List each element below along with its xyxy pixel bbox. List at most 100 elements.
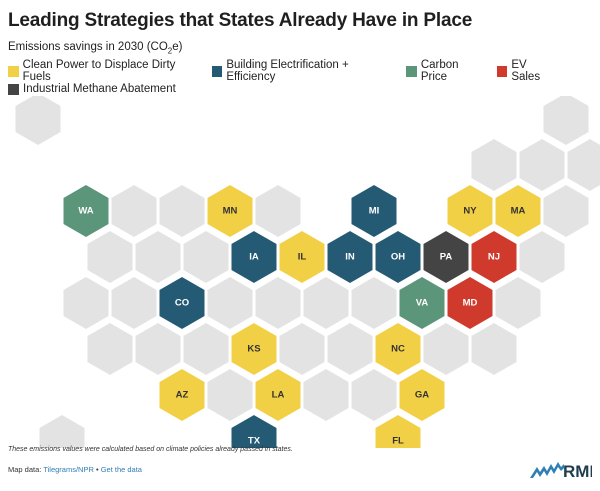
state-label-tx: TX [248,436,261,447]
legend-item-methane: Industrial Methane Abatement [8,83,176,95]
state-label-ma: MA [511,206,526,217]
empty-tile [278,321,326,377]
state-hex-co [158,275,206,331]
state-hex-ia [230,229,278,285]
empty-tile [110,183,158,239]
get-data-link[interactable]: Get the data [100,465,142,474]
legend-swatch-methane [8,83,19,95]
state-label-in: IN [345,252,355,263]
empty-tile [254,183,302,239]
empty-hex [326,321,374,377]
state-tile-in: IN [326,229,374,285]
page-title: Leading Strategies that States Already H… [8,10,473,31]
empty-hex [38,413,86,448]
state-hex-ma [494,183,542,239]
empty-tile [542,96,590,147]
legend-label-clean-power: Clean Power to Displace Dirty Fuels [22,59,176,83]
legend-item-ev-sales: EV Sales [496,59,557,83]
empty-tile [86,321,134,377]
empty-hex [206,367,254,423]
empty-hex [542,96,590,147]
empty-tile [14,96,62,147]
state-label-nc: NC [391,344,405,355]
state-hex-fl [374,413,422,448]
empty-hex [134,229,182,285]
state-label-nj: NJ [488,252,500,263]
subtitle-suffix: e) [172,41,183,53]
empty-tile [326,321,374,377]
state-hex-ks [230,321,278,377]
map-data-prefix: Map data: [8,465,44,474]
hex-map: WA MN MI NY MA IA IL IN OH PA NJ CO VA MD KS NC AZ LA GA TX… [14,96,600,448]
state-hex-az [158,367,206,423]
state-label-wa: WA [78,206,93,217]
empty-tile [134,321,182,377]
state-hex-ny [446,183,494,239]
state-tile-co: CO [158,275,206,331]
empty-hex [62,275,110,331]
empty-hex [110,183,158,239]
legend: Clean Power to Displace Dirty Fuels Buil… [8,59,568,99]
state-label-fl: FL [392,436,404,447]
empty-hex [254,183,302,239]
state-label-il: IL [298,252,307,263]
empty-tile [350,367,398,423]
state-label-md: MD [463,298,478,309]
empty-tile [182,321,230,377]
state-hex-md [446,275,494,331]
legend-swatch-clean-power [8,65,19,77]
state-tile-az: AZ [158,367,206,423]
state-tile-nc: NC [374,321,422,377]
empty-tile [518,229,566,285]
empty-tile [206,275,254,331]
state-tile-mi: MI [350,183,398,239]
empty-hex [158,183,206,239]
legend-label-ev-sales: EV Sales [511,59,541,83]
state-label-la: LA [272,390,285,401]
state-tile-ia: IA [230,229,278,285]
state-label-ny: NY [463,206,477,217]
empty-hex [350,275,398,331]
state-tile-pa: PA [422,229,470,285]
empty-hex [182,229,230,285]
source-link[interactable]: Tilegrams/NPR [43,465,94,474]
legend-label-building: Building Electrification + Efficiency [226,59,349,83]
state-label-oh: OH [391,252,405,263]
empty-tile [350,275,398,331]
state-label-va: VA [416,298,429,309]
state-hex-ga [398,367,446,423]
legend-swatch-ev-sales [496,65,508,77]
state-label-az: AZ [176,390,189,401]
subtitle: Emissions savings in 2030 (CO2e) [8,41,182,55]
empty-hex [566,137,600,193]
empty-hex [302,275,350,331]
empty-tile [494,275,542,331]
empty-tile [182,229,230,285]
state-hex-wa [62,183,110,239]
state-tile-tx: TX [230,413,278,448]
empty-tile [302,367,350,423]
empty-tile [86,229,134,285]
empty-tile [542,183,590,239]
state-tile-mn: MN [206,183,254,239]
legend-item-carbon-price: Carbon Price [406,59,485,83]
empty-hex [494,275,542,331]
state-tile-ks: KS [230,321,278,377]
empty-hex [206,275,254,331]
legend-item-building: Building Electrification + Efficiency [211,59,396,83]
empty-tile [470,321,518,377]
empty-hex [14,96,62,147]
legend-label-carbon-price: Carbon Price [420,59,459,83]
state-label-ga: GA [415,390,429,401]
state-tile-la: LA [254,367,302,423]
legend-row: Industrial Methane Abatement [8,81,568,97]
state-tile-nj: NJ [470,229,518,285]
empty-tile [302,275,350,331]
state-hex-oh [374,229,422,285]
footnote: These emissions values were calculated b… [8,446,293,453]
empty-tile [110,275,158,331]
empty-tile [470,137,518,193]
legend-row: Clean Power to Displace Dirty Fuels Buil… [8,59,568,83]
state-label-ia: IA [249,252,259,263]
empty-tile [38,413,86,448]
